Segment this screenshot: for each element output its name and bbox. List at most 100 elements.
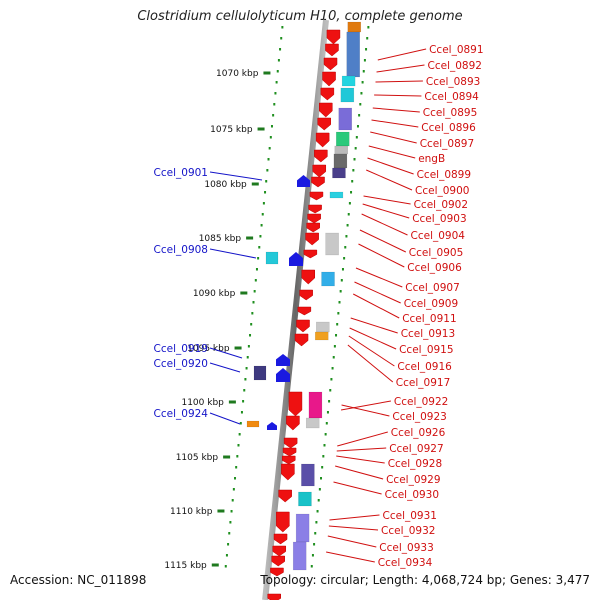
gene-label-right: Ccel_0927	[389, 443, 443, 455]
gene-arrow-forward	[271, 555, 285, 567]
ruler-tick	[263, 71, 271, 75]
ruler-tick-label: 1090 kbp	[193, 289, 236, 299]
leader-line	[375, 80, 423, 83]
ruler-dot	[276, 70, 279, 73]
outer-dot	[320, 477, 323, 480]
leader-line	[363, 195, 411, 205]
ruler-dot	[243, 389, 246, 392]
gene-label-right: Ccel_0907	[405, 282, 459, 294]
gene-label-left: Ccel_0908	[154, 244, 208, 256]
outer-dot	[335, 334, 338, 337]
outer-dot	[354, 147, 357, 150]
gene-label-right: Ccel_0934	[378, 557, 433, 569]
gene-block	[316, 321, 330, 333]
outer-dot	[352, 169, 355, 172]
ruler-dot	[260, 224, 263, 227]
gene-block	[335, 131, 350, 147]
outer-dot	[331, 367, 334, 370]
gene-label-right: Ccel_0916	[397, 361, 452, 373]
gene-arrow-forward	[312, 164, 327, 178]
leader-line	[337, 431, 388, 447]
outer-dot	[366, 37, 369, 40]
gene-arrow-forward	[281, 455, 296, 465]
gene-block	[332, 167, 346, 179]
ruler-dot	[279, 48, 282, 51]
ruler-dot	[247, 345, 250, 348]
ruler-dot	[251, 312, 254, 315]
outer-dot	[355, 136, 358, 139]
ruler-tick	[228, 400, 236, 404]
leader-line	[354, 281, 401, 304]
outer-dot	[363, 59, 366, 62]
gene-arrow-forward	[317, 117, 331, 131]
ruler-tick	[240, 291, 248, 295]
ruler-dot	[264, 191, 267, 194]
ruler-dot	[249, 334, 252, 337]
gene-block	[321, 271, 335, 287]
gene-arrow-forward	[303, 249, 318, 259]
leader-line	[209, 347, 243, 359]
map-title: Clostridium cellulolyticum H10, complete…	[137, 9, 463, 24]
ruler-dot	[230, 510, 233, 513]
ruler-dot	[253, 290, 256, 293]
ruler-tick	[246, 236, 254, 240]
gene-label-right: Ccel_0922	[394, 396, 448, 408]
leader-line	[347, 344, 394, 383]
gene-block	[334, 145, 349, 155]
ruler-dot	[275, 81, 278, 84]
leader-line	[340, 400, 391, 411]
gene-label-right: Ccel_0917	[396, 377, 450, 389]
ruler-dot	[277, 59, 280, 62]
ruler-dot	[280, 37, 283, 40]
gene-arrow-forward	[286, 415, 300, 431]
gene-arrow-reverse	[276, 354, 290, 366]
outer-dot	[347, 213, 350, 216]
gene-arrow-forward	[281, 463, 295, 481]
outer-dot	[353, 158, 356, 161]
ruler-dot	[224, 565, 227, 568]
outer-dot	[332, 356, 335, 359]
ruler-dot	[235, 466, 238, 469]
leader-line	[374, 94, 422, 97]
ruler-dot	[255, 268, 258, 271]
ruler-tick	[211, 563, 219, 567]
gene-label-right: Ccel_0929	[386, 474, 440, 486]
outer-dot	[351, 180, 354, 183]
outer-dot	[345, 235, 348, 238]
ruler-tick-label: 1085 kbp	[199, 234, 242, 244]
outer-dot	[336, 323, 339, 326]
gene-arrow-forward	[301, 269, 315, 285]
gene-label-right: engB	[418, 153, 445, 165]
ruler-dot	[250, 323, 253, 326]
gene-arrow-forward	[319, 102, 333, 118]
leader-line	[352, 293, 400, 319]
ruler-dot	[270, 125, 273, 128]
gene-arrow-forward	[276, 511, 290, 533]
outer-dot	[326, 411, 329, 414]
ruler-tick-label: 1080 kbp	[204, 180, 247, 190]
leader-line	[362, 203, 410, 219]
gene-label-right: Ccel_0895	[423, 107, 477, 119]
leader-line	[209, 362, 241, 373]
outer-dot	[359, 103, 362, 106]
outer-dot	[310, 565, 313, 568]
gene-arrow-forward	[273, 533, 288, 545]
gene-label-right: Ccel_0904	[411, 230, 466, 242]
gene-label-right: Ccel_0926	[391, 427, 446, 439]
ruler-dot	[254, 279, 257, 282]
gene-label-left: Ccel_0919	[154, 343, 208, 355]
leader-line	[368, 145, 416, 159]
outer-dot	[348, 202, 351, 205]
ruler-dot	[265, 180, 268, 183]
ruler-dot	[267, 158, 270, 161]
outer-dot	[356, 125, 359, 128]
leader-line	[349, 327, 397, 350]
ruler-dot	[231, 499, 234, 502]
gene-block	[298, 491, 312, 507]
gene-block	[246, 420, 260, 428]
gene-block	[341, 75, 356, 87]
gene-label-right: Ccel_0906	[407, 262, 462, 274]
gene-features	[246, 21, 362, 600]
outer-dot	[350, 191, 353, 194]
ruler-dot	[252, 301, 255, 304]
